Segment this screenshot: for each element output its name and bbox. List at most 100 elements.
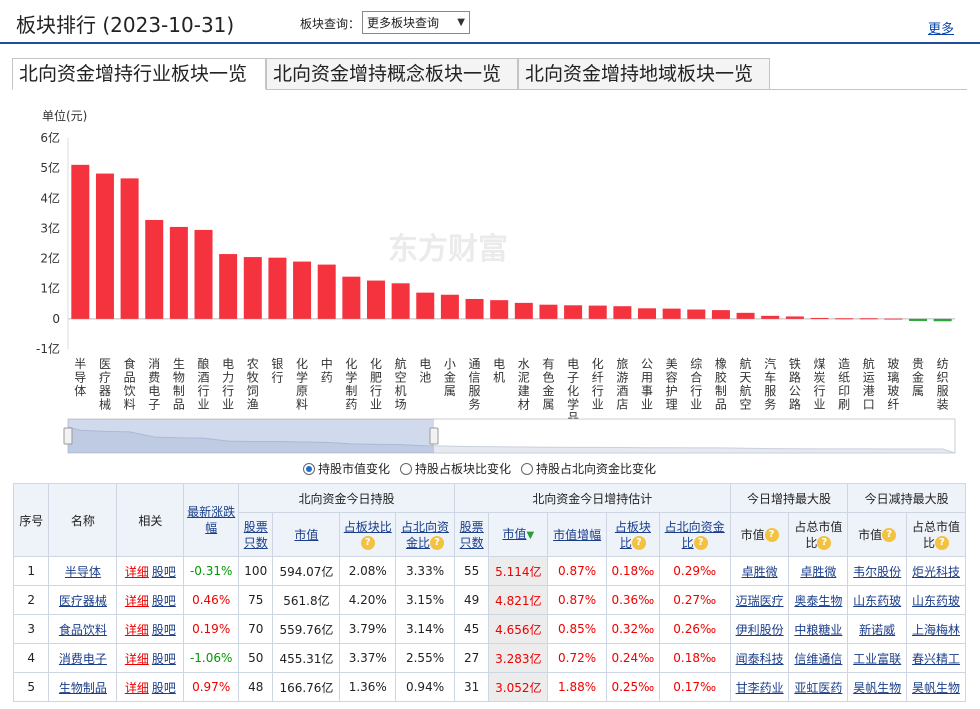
x-tick-label: 医疗器械 — [99, 357, 111, 412]
row-max-in-cap[interactable]: 迈瑞医疗 — [729, 585, 790, 615]
col-est-value[interactable]: 市值▼ — [488, 512, 549, 557]
help-icon[interactable]: ? — [935, 536, 950, 550]
row-max-out-ratio[interactable]: 昊帆生物 — [906, 672, 966, 702]
row-max-in-cap-link[interactable]: 伊利股份 — [735, 622, 784, 637]
row-max-out-ratio[interactable]: 春兴精工 — [906, 643, 966, 673]
row-sector-name[interactable]: 生物制品 — [48, 672, 118, 702]
row-max-out-cap-link[interactable]: 新诺威 — [859, 622, 896, 637]
help-icon[interactable]: ? — [693, 536, 708, 550]
row-max-in-ratio-link[interactable]: 中粮糖业 — [794, 622, 843, 637]
row-max-out-ratio[interactable]: 炬光科技 — [906, 556, 966, 586]
row-max-in-cap[interactable]: 甘李药业 — [729, 672, 790, 702]
tab-concept[interactable]: 北向资金增持概念板块一览 — [266, 58, 518, 90]
x-tick-label: 消费电子 — [148, 357, 160, 412]
row-sector-name[interactable]: 半导体 — [48, 556, 118, 586]
x-tick-label: 航天航空 — [740, 356, 752, 412]
radio-hold-value[interactable]: 持股市值变化 — [303, 460, 390, 477]
row-max-out-ratio-link[interactable]: 山东药玻 — [912, 593, 961, 608]
sector-query-select[interactable]: 更多板块查询 ▼ — [362, 11, 470, 34]
radio-north-ratio[interactable]: 持股占北向资金比变化 — [521, 460, 656, 477]
col-hold-sector-ratio[interactable]: 占板块比? — [339, 512, 397, 557]
chart-bar — [761, 315, 780, 319]
detail-link[interactable]: 详细 — [124, 564, 149, 579]
help-icon[interactable]: ? — [360, 536, 375, 550]
guba-link[interactable]: 股吧 — [151, 651, 176, 666]
guba-link[interactable]: 股吧 — [151, 593, 176, 608]
row-sector-name-link[interactable]: 食品饮料 — [58, 622, 107, 637]
col-hold-count[interactable]: 股票只数 — [238, 512, 274, 557]
row-max-in-ratio[interactable]: 亚虹医药 — [788, 672, 849, 702]
row-max-out-ratio-link[interactable]: 春兴精工 — [912, 651, 961, 666]
row-sector-name-link[interactable]: 生物制品 — [58, 680, 107, 695]
col-est-value-change[interactable]: 市值增幅 — [547, 512, 607, 557]
row-max-out-cap[interactable]: 新诺威 — [847, 614, 908, 644]
detail-link[interactable]: 详细 — [124, 622, 149, 637]
radio-sector-ratio[interactable]: 持股占板块比变化 — [400, 460, 511, 477]
row-sector-name[interactable]: 食品饮料 — [48, 614, 118, 644]
row-sector-name[interactable]: 消费电子 — [48, 643, 118, 673]
chart-bar — [293, 261, 312, 319]
chart-bar — [342, 276, 361, 319]
row-max-out-ratio[interactable]: 山东药玻 — [906, 585, 966, 615]
sort-desc-icon: ▼ — [526, 529, 535, 541]
row-sector-name-link[interactable]: 医疗器械 — [58, 593, 107, 608]
col-hold-value[interactable]: 市值 — [272, 512, 341, 557]
table-row: 5 生物制品 详细 股吧 0.97% 48 166.76亿 1.36% 0.94% 31 3.052… — [12, 672, 966, 702]
row-max-out-cap[interactable]: 工业富联 — [847, 643, 908, 673]
row-max-in-ratio-link[interactable]: 亚虹医药 — [794, 680, 843, 695]
detail-link[interactable]: 详细 — [124, 651, 149, 666]
row-max-out-ratio-link[interactable]: 上海梅林 — [912, 622, 961, 637]
row-max-in-cap[interactable]: 伊利股份 — [729, 614, 790, 644]
chart-bar — [638, 308, 657, 319]
detail-link[interactable]: 详细 — [124, 680, 149, 695]
row-max-in-ratio-link[interactable]: 信维通信 — [794, 651, 843, 666]
more-link[interactable]: 更多 — [927, 22, 954, 37]
row-max-out-cap-link[interactable]: 工业富联 — [853, 651, 902, 666]
row-hold-value: 166.76亿 — [272, 672, 341, 702]
col-hold-north-ratio[interactable]: 占北向资金比? — [395, 512, 455, 557]
row-max-out-cap-link[interactable]: 昊帆生物 — [853, 680, 902, 695]
row-max-in-cap-link[interactable]: 甘李药业 — [735, 680, 784, 695]
row-max-out-cap[interactable]: 韦尔股份 — [847, 556, 908, 586]
help-icon[interactable]: ? — [430, 536, 445, 550]
help-icon[interactable]: ? — [882, 528, 897, 542]
guba-link[interactable]: 股吧 — [151, 564, 176, 579]
help-icon[interactable]: ? — [817, 536, 832, 550]
col-change[interactable]: 最新涨跌幅 — [183, 483, 240, 557]
row-max-in-ratio[interactable]: 奥泰生物 — [788, 585, 849, 615]
y-tick-label: 4亿 — [40, 190, 60, 205]
col-label: 市值 — [858, 527, 883, 542]
guba-link[interactable]: 股吧 — [151, 680, 176, 695]
row-max-out-cap-link[interactable]: 韦尔股份 — [853, 564, 902, 579]
col-est-north-ratio[interactable]: 占北向资金比? — [658, 512, 731, 557]
row-sector-name[interactable]: 医疗器械 — [48, 585, 118, 615]
guba-link[interactable]: 股吧 — [151, 622, 176, 637]
row-max-out-ratio-link[interactable]: 炬光科技 — [912, 564, 961, 579]
row-max-in-cap[interactable]: 闻泰科技 — [729, 643, 790, 673]
row-hold-north-ratio: 3.33% — [395, 556, 455, 586]
row-sector-name-link[interactable]: 消费电子 — [58, 651, 107, 666]
help-icon[interactable]: ? — [764, 528, 779, 542]
col-est-sector-ratio[interactable]: 占板块比? — [606, 512, 660, 557]
row-max-out-cap-link[interactable]: 山东药玻 — [853, 593, 902, 608]
row-max-out-cap[interactable]: 昊帆生物 — [847, 672, 908, 702]
tab-region[interactable]: 北向资金增持地域板块一览 — [518, 58, 770, 90]
row-max-in-ratio-link[interactable]: 奥泰生物 — [794, 593, 843, 608]
row-max-in-cap[interactable]: 卓胜微 — [729, 556, 790, 586]
row-max-in-cap-link[interactable]: 闻泰科技 — [735, 651, 784, 666]
row-max-in-cap-link[interactable]: 迈瑞医疗 — [735, 593, 784, 608]
row-max-out-cap[interactable]: 山东药玻 — [847, 585, 908, 615]
row-sector-name-link[interactable]: 半导体 — [64, 564, 101, 579]
row-max-out-ratio-link[interactable]: 昊帆生物 — [912, 680, 961, 695]
row-max-in-ratio[interactable]: 卓胜微 — [788, 556, 849, 586]
row-max-in-ratio[interactable]: 中粮糖业 — [788, 614, 849, 644]
row-est-value-change: 0.87% — [547, 556, 607, 586]
help-icon[interactable]: ? — [631, 536, 646, 550]
tab-industry[interactable]: 北向资金增持行业板块一览 — [12, 58, 266, 90]
row-max-out-ratio[interactable]: 上海梅林 — [906, 614, 966, 644]
row-max-in-cap-link[interactable]: 卓胜微 — [741, 564, 778, 579]
col-est-count[interactable]: 股票只数 — [453, 512, 490, 557]
row-max-in-ratio-link[interactable]: 卓胜微 — [800, 564, 837, 579]
detail-link[interactable]: 详细 — [124, 593, 149, 608]
row-max-in-ratio[interactable]: 信维通信 — [788, 643, 849, 673]
